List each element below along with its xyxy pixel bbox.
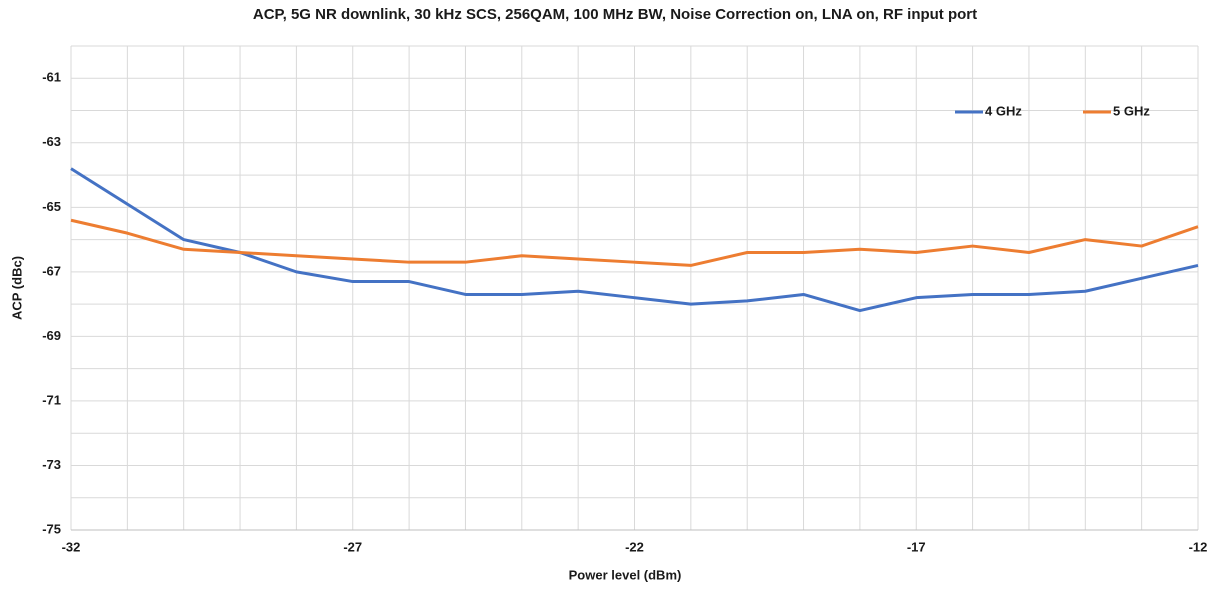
x-axis-label: Power level (dBm)	[569, 567, 682, 582]
x-tick-label: -22	[625, 539, 644, 554]
x-tick-label: -12	[1189, 539, 1208, 554]
y-tick-label: -69	[42, 328, 61, 343]
y-axis-label: ACP (dBc)	[9, 256, 24, 320]
y-tick-label: -61	[42, 70, 61, 85]
x-tick-label: -32	[62, 539, 81, 554]
line-series	[70, 167, 1199, 313]
y-tick-label: -73	[42, 457, 61, 472]
y-tick-label: -75	[42, 521, 61, 536]
y-tick-label: -63	[42, 134, 61, 149]
x-tick-label: -27	[343, 539, 362, 554]
x-tick-label: -17	[907, 539, 926, 554]
y-tick-label: -65	[42, 199, 61, 214]
line-series	[70, 218, 1199, 267]
y-tick-label: -67	[42, 263, 61, 278]
legend-label: 4 GHz	[985, 103, 1022, 118]
chart-title: ACP, 5G NR downlink, 30 kHz SCS, 256QAM,…	[253, 6, 977, 23]
y-tick-label: -71	[42, 392, 61, 407]
legend-label: 5 GHz	[1113, 103, 1150, 118]
